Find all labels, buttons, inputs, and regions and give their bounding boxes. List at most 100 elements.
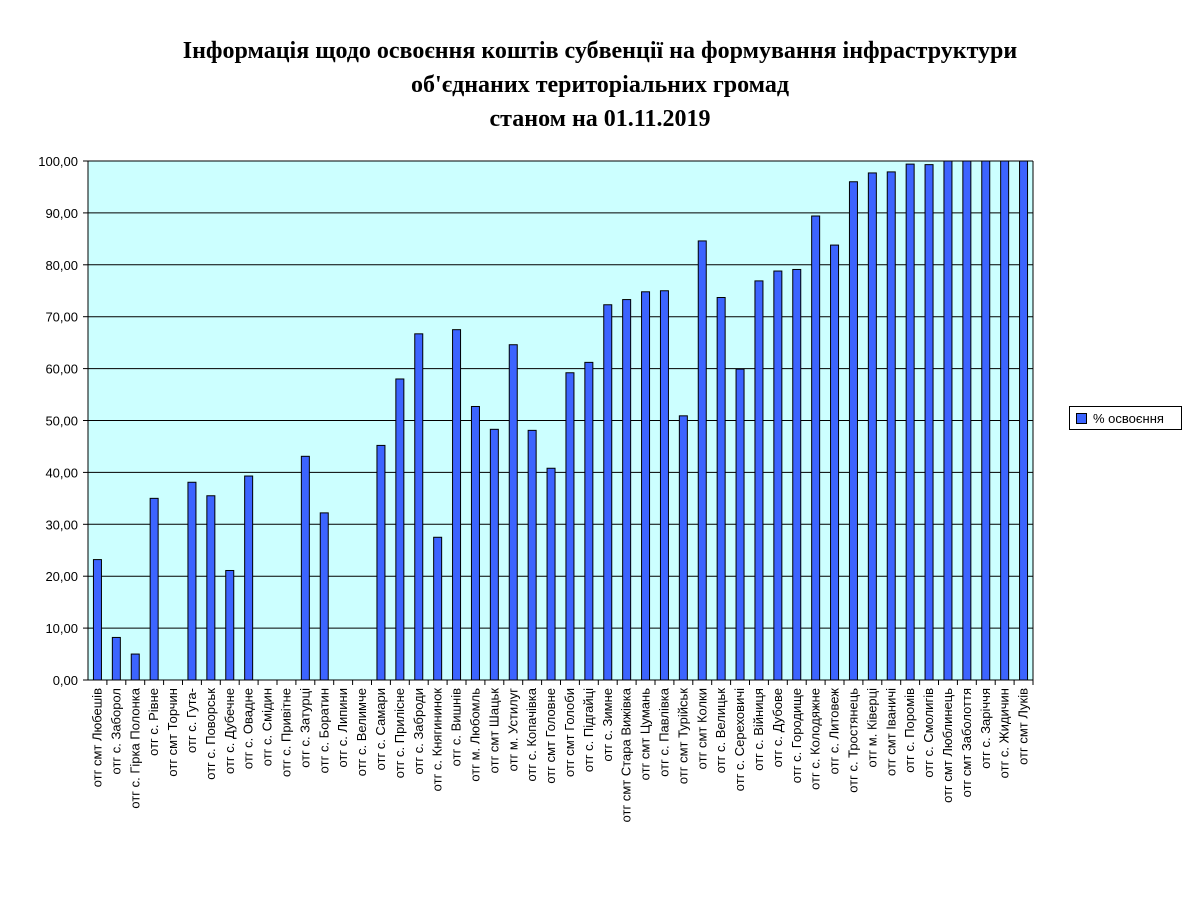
- bar: [470, 405, 480, 681]
- bar: [187, 481, 197, 681]
- bar: [206, 495, 216, 681]
- bar: [867, 172, 877, 681]
- x-tick-label: отг с. Заборол: [108, 688, 123, 775]
- x-tick-label: отг м. Устилуг: [505, 688, 520, 772]
- bar: [319, 512, 329, 681]
- x-tick-label: отг с. Жидичин: [997, 688, 1012, 778]
- x-tick-label: отг с. Дубечне: [222, 688, 237, 774]
- x-tick-label: отг с. Поромів: [902, 688, 917, 773]
- x-tick-label: отг смт Луків: [1016, 688, 1031, 765]
- x-tick-label: отг смт Люблинець: [940, 688, 955, 803]
- x-tick-label: отг смт Заболоття: [959, 688, 974, 797]
- x-tick-label: отг с. Павлівка: [656, 687, 671, 777]
- x-tick-label: отг смт Стара Вижівка: [619, 687, 634, 822]
- x-tick-label: отг с. Прилісне: [392, 688, 407, 778]
- chart-title-line-1: Інформація щодо освоєння коштів субвенці…: [182, 38, 1018, 64]
- bar: [830, 244, 840, 681]
- x-tick-labels: отг смт Любешів отг с. Заборол отг с. Гірк…: [89, 687, 1030, 822]
- x-tick-label: отг с. Гірка Полонка: [127, 687, 142, 808]
- x-tick-label: отг с. Гута-: [184, 688, 199, 753]
- x-tick-label: отг с. Княгининок: [430, 688, 445, 792]
- x-tick-label: отг смт Колки: [694, 688, 709, 769]
- bar: [376, 444, 386, 681]
- x-tick-label: отг с. Боратин: [316, 688, 331, 773]
- x-tick-label: отг с. Поворськ: [203, 688, 218, 780]
- x-tick-label: отг с. Зимне: [600, 688, 615, 761]
- x-tick-label: отг смт Турійськ: [675, 688, 690, 784]
- bar: [452, 329, 462, 681]
- legend: % освоєння: [1069, 406, 1182, 430]
- bar: [735, 368, 745, 681]
- bar: [244, 475, 254, 681]
- x-tick-label: отг м. Ківерці: [864, 688, 879, 768]
- x-tick-label: отг смт Іваничі: [883, 688, 898, 776]
- x-tick-label: отг с. Литовеж: [827, 688, 842, 775]
- x-tick-label: отг смт Торчин: [165, 688, 180, 777]
- x-tick-label: отг с. Смолигів: [921, 688, 936, 778]
- x-tick-label: отг с. Рівне: [146, 688, 161, 756]
- bar: [414, 333, 424, 681]
- x-tick-label: отг с. Привітне: [278, 688, 293, 777]
- x-tick-label: отг с. Заріччя: [978, 688, 993, 769]
- bar: [546, 467, 556, 681]
- x-tick-label: отг смт Головне: [543, 688, 558, 784]
- bar: [773, 270, 783, 681]
- y-tick-label: 100,00: [38, 154, 78, 169]
- legend-label: % освоєння: [1093, 410, 1164, 426]
- bar: [1019, 160, 1029, 681]
- bar: [792, 268, 802, 681]
- y-tick-label: 50,00: [45, 414, 78, 429]
- x-tick-label: отг с. Самари: [373, 688, 388, 770]
- bar: [622, 299, 632, 681]
- bar: [1000, 160, 1010, 681]
- bar: [225, 569, 235, 681]
- legend-swatch: [1076, 412, 1087, 424]
- bar: [641, 291, 651, 681]
- x-tick-label: отг с. Тростянець: [845, 688, 860, 793]
- x-tick-label: отг с. Липини: [335, 688, 350, 768]
- bar: [924, 164, 934, 681]
- x-tick-label: отг с. Овадне: [241, 688, 256, 769]
- x-tick-label: отг с. Велимче: [354, 688, 369, 776]
- bar: [848, 181, 858, 681]
- x-tick-label: отг с. Дубове: [770, 688, 785, 767]
- chart-title-line-3: станом на 01.11.2019: [489, 106, 711, 132]
- bar: [811, 215, 821, 681]
- x-tick-label: отг с. Сереховичі: [732, 688, 747, 791]
- bar: [678, 415, 688, 681]
- x-tick-label: отг с. Вишнів: [449, 688, 464, 766]
- y-tick-label: 80,00: [45, 258, 78, 273]
- y-tick-label: 0,00: [53, 673, 78, 688]
- bar: [149, 497, 159, 681]
- bar: [754, 280, 764, 681]
- bar: [111, 636, 121, 681]
- x-tick-label: отг с. Заброди: [411, 688, 426, 775]
- bar: [527, 429, 537, 681]
- y-tick-label: 20,00: [45, 569, 78, 584]
- bar: [981, 160, 991, 681]
- x-tick-label: отг с. Смідин: [260, 688, 275, 766]
- chart-title: Інформація щодо освоєння коштів субвенці…: [0, 34, 1200, 136]
- y-tick-label: 70,00: [45, 310, 78, 325]
- x-tick-label: отг смт Цумань: [638, 688, 653, 781]
- bar: [130, 653, 140, 681]
- bar: [508, 344, 518, 681]
- x-tick-label: отг с. Затурці: [297, 688, 312, 768]
- y-tick-label: 30,00: [45, 517, 78, 532]
- bar: [489, 428, 499, 681]
- bar: [659, 290, 669, 681]
- bar: [584, 361, 594, 681]
- y-tick-label: 10,00: [45, 621, 78, 636]
- x-tick-label: отг с. Копачівка: [524, 687, 539, 781]
- x-tick-label: отг с. Підгайці: [581, 688, 596, 772]
- bar: [716, 297, 726, 681]
- bar: [433, 536, 443, 681]
- bar: [905, 163, 915, 681]
- y-tick-label: 90,00: [45, 206, 78, 221]
- x-tick-label: отг с. Колодяжне: [808, 688, 823, 790]
- chart-title-line-2: об'єднаних територіальних громад: [411, 72, 789, 98]
- y-tick-label: 60,00: [45, 362, 78, 377]
- bar: [886, 171, 896, 681]
- bar: [603, 304, 613, 681]
